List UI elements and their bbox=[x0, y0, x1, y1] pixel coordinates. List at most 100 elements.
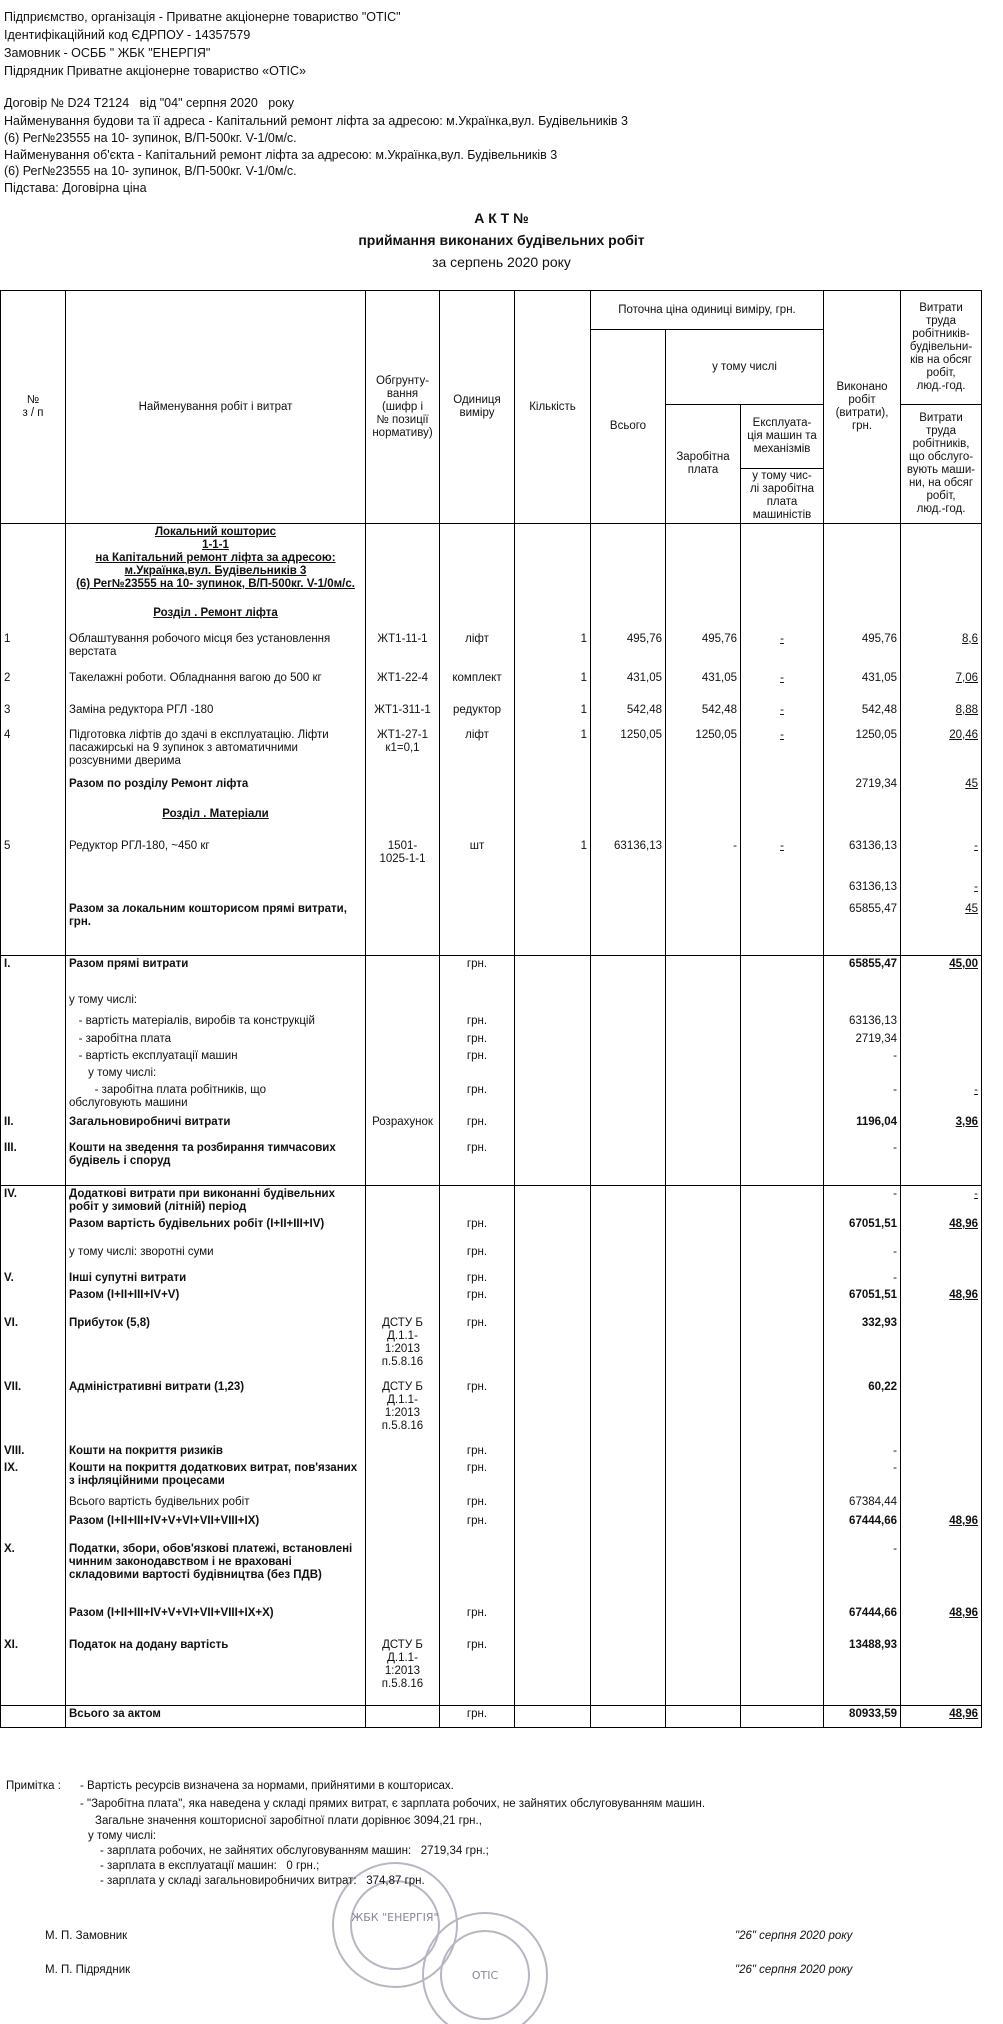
stamp-text: ЖБК "ЕНЕРГІЯ" bbox=[351, 1911, 438, 1924]
cell-qty bbox=[514, 1047, 591, 1065]
cell-text: у тому числі: bbox=[69, 1066, 157, 1079]
cell-done: 332,93 bbox=[823, 1315, 902, 1379]
table-row: Разом (I+II+III+IV+V+VI+VII+VIII+IX) грн.… bbox=[0, 1513, 983, 1541]
cell-qty bbox=[514, 1637, 591, 1705]
cell-mach bbox=[739, 1637, 825, 1705]
table-row: Всього за актом грн. 80933,59 48,96 bbox=[0, 1704, 983, 1728]
cell-unit: ліфт bbox=[439, 630, 515, 670]
cell-no bbox=[0, 1012, 66, 1031]
cell-qty bbox=[514, 1244, 591, 1270]
cell-qty: 1 bbox=[514, 701, 591, 727]
cell-text: V. bbox=[4, 1272, 14, 1284]
cell-name: Локальний кошторис 1-1-1 на Капітальний … bbox=[65, 523, 366, 605]
cell-text: 3,96 bbox=[955, 1115, 979, 1128]
col-labor1: Витрати труда робітників- будівельни- кі… bbox=[900, 290, 983, 405]
cell-qty bbox=[514, 1081, 591, 1114]
note-line: - зарплата в експлуатації машин: 0 грн.; bbox=[100, 1860, 320, 1872]
cell-text: редуктор bbox=[452, 703, 502, 716]
cell-qty bbox=[514, 1270, 591, 1287]
cell-total: 495,76 bbox=[590, 630, 666, 670]
cell-mach bbox=[739, 1704, 825, 1728]
cell-text: - bbox=[780, 703, 784, 716]
cell-wage bbox=[665, 878, 741, 901]
cell-text: грн. bbox=[466, 1032, 488, 1045]
note-line: - Вартість ресурсів визначена за нормами… bbox=[80, 1780, 454, 1792]
note-line: у тому числі: bbox=[88, 1830, 157, 1842]
cell-text: Заміна редуктора РГЛ -180 bbox=[69, 703, 214, 716]
table-row: Разом (I+II+III+IV+V+VI+VII+VIII+IX+X) гр… bbox=[0, 1605, 983, 1637]
cell-unit: грн. bbox=[439, 1081, 515, 1114]
cell-code bbox=[365, 1541, 440, 1605]
cell-labor bbox=[900, 991, 983, 1013]
cell-code bbox=[365, 1460, 440, 1494]
cell-text: 48,96 bbox=[949, 1707, 979, 1720]
cell-labor bbox=[900, 523, 983, 605]
cell-labor: - bbox=[900, 1185, 983, 1216]
cell-text: 67444,66 bbox=[849, 1607, 898, 1619]
cell-qty bbox=[514, 1494, 591, 1513]
cell-name: Всього вартість будівельних робіт bbox=[65, 1494, 366, 1513]
col-unit: Одиниця виміру bbox=[439, 290, 515, 524]
cell-no: 1 bbox=[0, 630, 66, 670]
cell-code bbox=[365, 1064, 440, 1082]
cell-wage bbox=[665, 523, 741, 605]
cell-name: Редуктор РГЛ-180, ~450 кг bbox=[65, 837, 366, 879]
cell-wage bbox=[665, 775, 741, 806]
cell-no bbox=[0, 1064, 66, 1082]
cell-total bbox=[590, 1216, 666, 1244]
table-row: III. Кошти на зведення та розбирання тимч… bbox=[0, 1139, 983, 1186]
cell-total bbox=[590, 991, 666, 1013]
cell-name: Заміна редуктора РГЛ -180 bbox=[65, 701, 366, 727]
cell-text: грн. bbox=[466, 1607, 488, 1619]
header-line: Підстава: Договірна ціна bbox=[4, 181, 147, 195]
table-row: VII. Адміністративні витрати (1,23) ДСТУ Б… bbox=[0, 1379, 983, 1443]
cell-wage bbox=[665, 1605, 741, 1637]
cell-wage bbox=[665, 1185, 741, 1216]
subtitle: приймання виконаних будівельних робіт bbox=[358, 232, 645, 248]
cell-no bbox=[0, 1494, 66, 1513]
cell-text: II. bbox=[4, 1115, 14, 1128]
cell-wage bbox=[665, 805, 741, 838]
cell-name: Прибуток (5,8) bbox=[65, 1315, 366, 1379]
cell-text: 13488,93 bbox=[849, 1639, 898, 1651]
cell-text: - bbox=[893, 1049, 898, 1062]
cell-text: III. bbox=[4, 1141, 17, 1154]
cell-unit: грн. bbox=[439, 1704, 515, 1728]
table-row: у тому числі: зворотні суми грн. - bbox=[0, 1244, 983, 1270]
cell-text: грн. bbox=[466, 1639, 488, 1651]
cell-wage bbox=[665, 1270, 741, 1287]
cell-name: Разом (I+II+III+IV+V+VI+VII+VIII+IX+X) bbox=[65, 1605, 366, 1637]
cell-no: VII. bbox=[0, 1379, 66, 1443]
cell-text: Всього за актом bbox=[69, 1707, 161, 1720]
cell-text: Додаткові витрати при виконанні будівель… bbox=[69, 1188, 339, 1213]
cell-wage bbox=[665, 1064, 741, 1082]
cell-name bbox=[65, 878, 366, 901]
cell-text: 48,96 bbox=[949, 1515, 979, 1527]
cell-text: 495,76 bbox=[626, 632, 662, 645]
period: за серпень 2020 року bbox=[432, 254, 571, 270]
cell-mach bbox=[739, 1443, 825, 1460]
cell-unit: грн. bbox=[439, 1139, 515, 1186]
cell-text: грн. bbox=[466, 1014, 488, 1027]
cell-total bbox=[590, 1064, 666, 1082]
cell-unit: грн. bbox=[439, 1637, 515, 1705]
cell-wage bbox=[665, 1494, 741, 1513]
cell-qty bbox=[514, 991, 591, 1013]
table-row: I. Разом прямі витрати грн. 65855,47 45,00 bbox=[0, 955, 983, 992]
cell-text: 1196,04 bbox=[856, 1115, 898, 1128]
cell-text: - bbox=[893, 1272, 898, 1284]
table-row: VI. Прибуток (5,8) ДСТУ Б Д.1.1- 1:2013 п.… bbox=[0, 1315, 983, 1379]
cell-done: 495,76 bbox=[823, 630, 902, 670]
cell-text: 1 bbox=[580, 703, 587, 716]
cell-text: Разом прямі витрати bbox=[69, 958, 189, 970]
cell-text: 2719,34 bbox=[855, 777, 898, 790]
cell-no: IX. bbox=[0, 1460, 66, 1494]
cell-text: грн. bbox=[466, 1049, 488, 1062]
cell-total bbox=[590, 1047, 666, 1065]
cell-name: Разом по розділу Ремонт ліфта bbox=[65, 775, 366, 806]
cell-labor: 45,00 bbox=[900, 955, 983, 992]
cell-qty bbox=[514, 1287, 591, 1315]
cell-mach: - bbox=[739, 669, 825, 702]
cell-labor: - bbox=[900, 878, 983, 901]
cell-name: Разом (I+II+III+IV+V) bbox=[65, 1287, 366, 1315]
